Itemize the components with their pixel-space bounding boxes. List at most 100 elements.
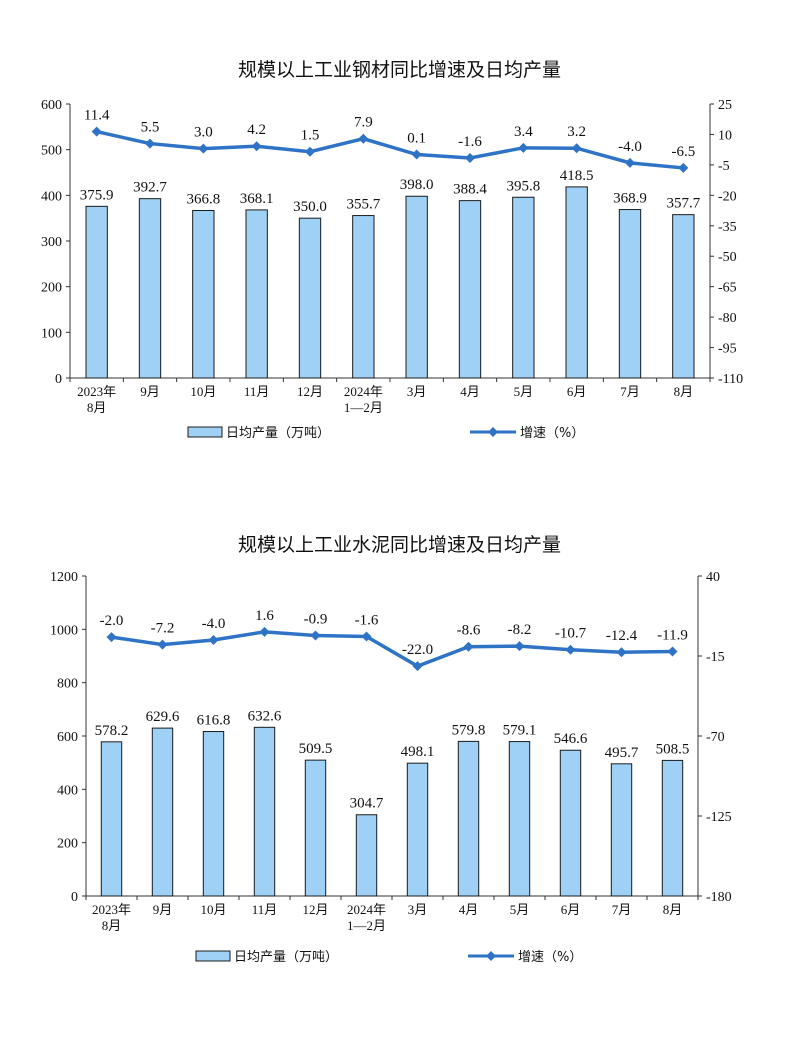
x-axis-tick-label: 5月 — [510, 902, 530, 917]
x-axis-tick-label: 6月 — [567, 384, 587, 399]
bar-value-label: 579.1 — [503, 723, 537, 739]
line-point — [571, 143, 582, 154]
line-point — [411, 149, 422, 160]
line-value-label: -10.7 — [555, 626, 587, 642]
left-axis-tick-label: 600 — [41, 98, 62, 113]
growth-rate-line — [111, 630, 673, 669]
bar-value-label: 304.7 — [350, 796, 384, 812]
right-axis-tick-label: -15 — [706, 650, 725, 665]
line-point — [412, 661, 423, 672]
line-value-label: -11.9 — [657, 627, 688, 643]
line-point — [616, 647, 627, 658]
line-value-label: -8.6 — [457, 623, 481, 639]
right-axis-tick-label: -110 — [718, 372, 743, 387]
line-point — [678, 162, 689, 173]
x-axis-tick-label: 2023年 — [92, 902, 131, 917]
cement-chart-svg: 0 200 400 600 800 1000 1200 40 -15 -70 -125 -180 202… — [50, 570, 732, 965]
line-value-label: -0.9 — [304, 611, 328, 627]
line-value-label: 4.2 — [247, 122, 266, 138]
line-value-label: 1.5 — [301, 128, 320, 144]
right-axis-tick-label: 10 — [718, 128, 732, 143]
bar — [298, 217, 322, 379]
bar-value-label: 366.8 — [186, 191, 220, 207]
left-axis-tick-label: 600 — [57, 730, 78, 745]
line-point — [106, 632, 117, 643]
line-value-label: -1.6 — [458, 134, 482, 150]
line-value-label: 7.9 — [354, 115, 373, 131]
bar-value-label: 388.4 — [453, 182, 487, 198]
bar-value-label: 498.1 — [401, 744, 435, 760]
x-axis-tick-label: 7月 — [620, 384, 640, 399]
line-value-label: 11.4 — [84, 108, 110, 124]
bar-value-label: 629.6 — [146, 709, 180, 725]
bar — [138, 198, 162, 379]
bar — [512, 196, 535, 379]
x-axis-tick-label: 10月 — [190, 384, 216, 399]
chart-title: 规模以上工业水泥同比增速及日均产量 — [237, 534, 561, 556]
left-axis-tick-label: 200 — [57, 837, 78, 852]
line-value-label: -1.6 — [355, 613, 379, 629]
right-axis-tick-label: -5 — [718, 159, 730, 174]
bar — [151, 727, 174, 897]
line-value-label: -22.0 — [402, 642, 433, 658]
growth-rate-line — [96, 129, 684, 170]
line-point — [625, 157, 635, 168]
x-axis-tick-label: 1—2月 — [347, 918, 386, 933]
right-axis-tick-label: -95 — [718, 342, 737, 357]
right-axis-tick-label: -180 — [706, 890, 732, 905]
line-point — [251, 141, 262, 152]
left-axis-tick-label: 100 — [41, 326, 62, 341]
x-axis-tick-label: 12月 — [302, 902, 328, 917]
line-value-label: 5.5 — [141, 120, 160, 136]
bar — [405, 195, 428, 379]
line-value-label: -4.0 — [618, 139, 642, 155]
x-axis-tick-label: 4月 — [459, 902, 479, 917]
x-axis-tick-label: 8月 — [87, 400, 107, 415]
right-axis-tick-label: -65 — [718, 281, 737, 296]
bar-value-label: 368.1 — [240, 191, 274, 207]
line-point — [361, 631, 372, 642]
line-value-label: 3.4 — [514, 124, 533, 140]
x-axis-tick-label: 7月 — [612, 902, 632, 917]
steel-chart-svg: 0 100 200 300 400 500 600 25 10 -5 -20 -35 -50 -65 -80… — [41, 98, 743, 441]
chart-title: 规模以上工业钢材同比增速及日均产量 — [237, 59, 561, 81]
left-axis-tick-label: 500 — [41, 144, 62, 159]
bar — [352, 215, 375, 379]
x-axis-tick-label: 9月 — [153, 902, 173, 917]
bar — [672, 214, 695, 379]
bar-value-label: 632.6 — [248, 708, 282, 724]
left-axis-tick-label: 1000 — [50, 623, 78, 638]
right-axis-tick-label: -70 — [706, 730, 725, 745]
legend-line-marker — [486, 951, 496, 961]
bar — [508, 741, 531, 897]
bar-value-label: 357.7 — [666, 196, 700, 212]
bar — [661, 759, 684, 897]
line-point — [259, 626, 270, 637]
left-axis-tick-label: 800 — [57, 677, 78, 692]
bar-value-label: 392.7 — [133, 180, 167, 196]
bar-value-label: 508.5 — [656, 741, 690, 757]
x-axis-tick-label: 8月 — [102, 918, 122, 933]
line-point — [310, 630, 321, 641]
line-point — [145, 138, 155, 149]
line-point — [208, 635, 219, 645]
left-axis-tick-label: 200 — [41, 281, 62, 296]
line-point — [518, 142, 529, 153]
line-point — [91, 126, 102, 137]
bar — [100, 741, 123, 897]
x-axis-tick-label: 5月 — [514, 384, 534, 399]
bar — [245, 209, 268, 379]
right-axis-tick-label: -50 — [718, 250, 737, 265]
x-axis-tick-label: 2024年 — [344, 384, 383, 399]
bar — [304, 759, 327, 897]
legend-bar-swatch — [187, 426, 223, 438]
bar-value-label: 495.7 — [605, 745, 639, 761]
line-point — [514, 641, 525, 652]
line-value-label: -8.2 — [508, 622, 532, 638]
bar — [85, 205, 108, 379]
x-axis-tick-label: 3月 — [407, 384, 427, 399]
bar-value-label: 418.5 — [560, 168, 594, 184]
bar — [458, 200, 482, 379]
right-axis-tick-label: -125 — [706, 810, 732, 825]
x-axis-tick-label: 9月 — [140, 384, 160, 399]
